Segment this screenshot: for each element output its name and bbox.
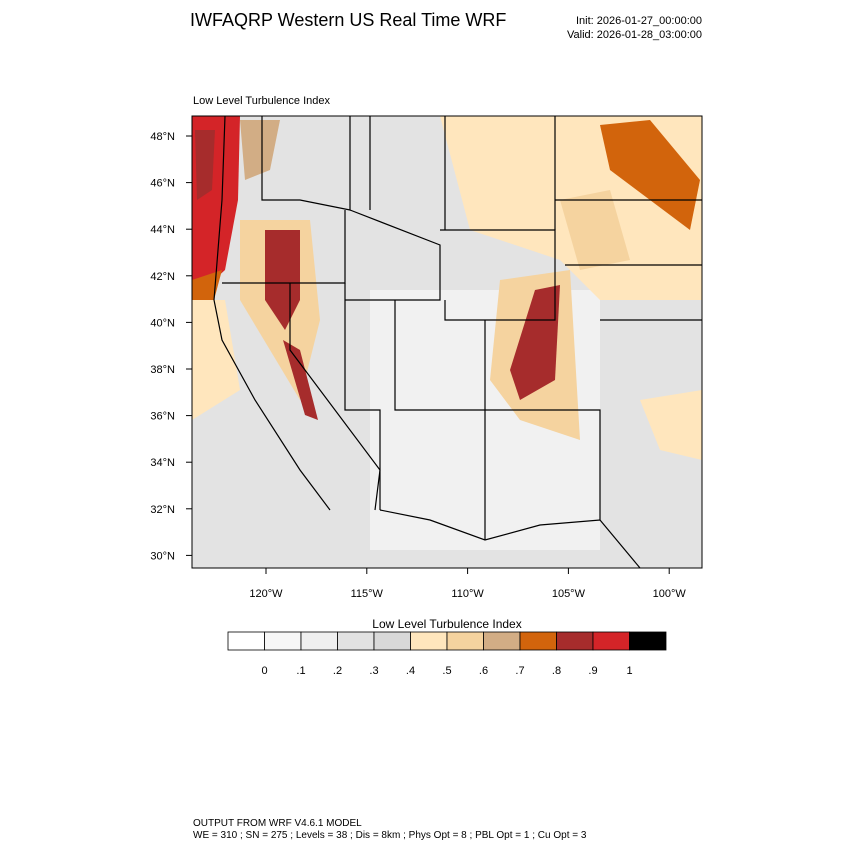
map-subtitle: Low Level Turbulence Index [193,95,330,107]
map [191,115,703,569]
valid-time: Valid: 2026-01-28_03:00:00 [567,29,702,41]
footer-line: OUTPUT FROM WRF V4.6.1 MODEL [193,818,362,829]
colorbar-label: .8 [552,665,561,677]
footer-line: WE = 310 ; SN = 275 ; Levels = 38 ; Dis … [193,830,587,841]
colorbar-label: .1 [296,665,305,677]
lat-label: 46°N [150,178,175,190]
lon-label: 105°W [552,588,586,600]
colorbar-label: .6 [479,665,488,677]
title: IWFAQRP Western US Real Time WRF [190,10,506,30]
colorbar-box [629,631,667,651]
colorbar-label: 0 [261,665,267,677]
colorbar-box [227,631,265,651]
init-time: Init: 2026-01-27_00:00:00 [576,15,702,27]
colorbar-box [300,631,338,651]
lat-label: 40°N [150,317,175,329]
lat-label: 42°N [150,271,175,283]
lat-label: 32°N [150,504,175,516]
lon-label: 100°W [653,588,687,600]
lat-label: 44°N [150,224,175,236]
lat-label: 30°N [150,550,175,562]
lon-label: 120°W [249,588,283,600]
lat-label: 36°N [150,411,175,423]
colorbar-label: .5 [442,665,451,677]
lat-label: 34°N [150,457,175,469]
colorbar-box [556,631,594,651]
colorbar-box [483,631,521,651]
colorbar-box [373,631,411,651]
colorbar-label: .4 [406,665,415,677]
colorbar-label: .2 [333,665,342,677]
lon-label: 115°W [351,588,384,600]
colorbar-box [337,631,375,651]
lat-label: 48°N [150,131,175,143]
lat-label: 38°N [150,364,175,376]
colorbar-label: .9 [588,665,597,677]
lon-label: 110°W [451,588,484,600]
colorbar-label: .7 [515,665,524,677]
colorbar-title: Low Level Turbulence Index [372,617,521,631]
colorbar-box [410,631,448,651]
colorbar-box [519,631,557,651]
colorbar-label: 1 [626,665,632,677]
colorbar-box [592,631,630,651]
colorbar-box [446,631,484,651]
colorbar-box [264,631,302,651]
colorbar-label: .3 [369,665,378,677]
